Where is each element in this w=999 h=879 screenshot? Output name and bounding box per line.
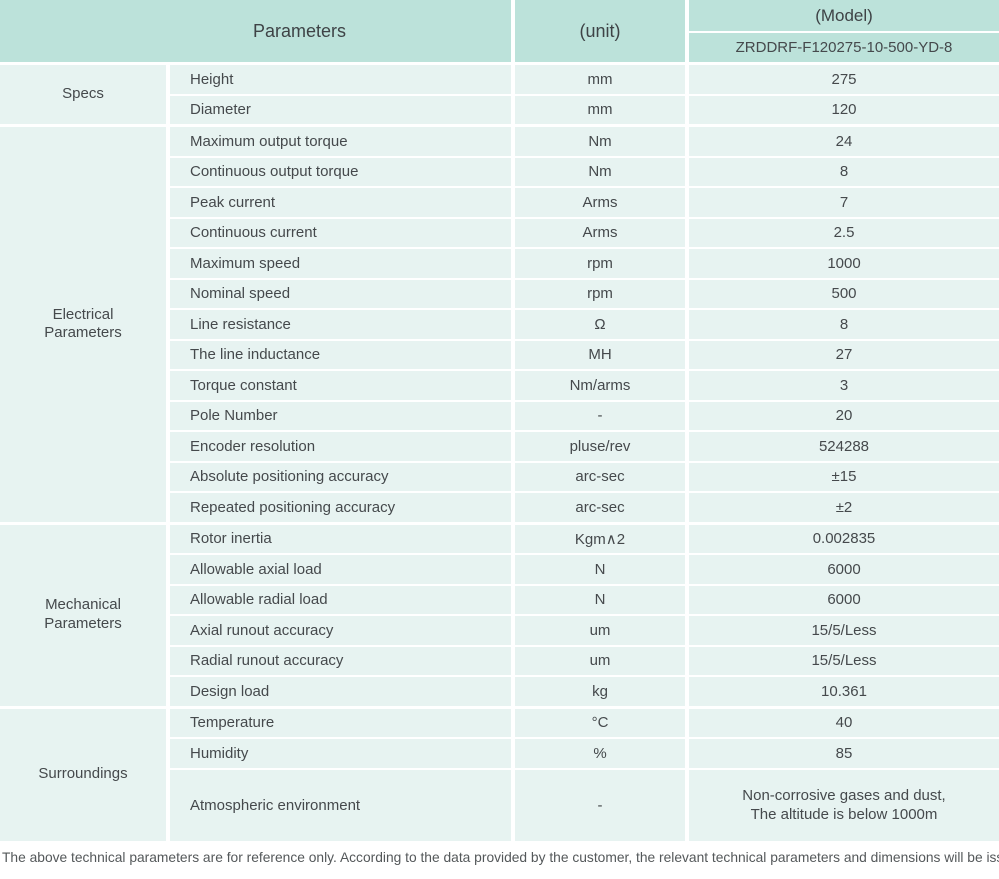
value-cell: 40 <box>689 708 999 737</box>
unit-cell: - <box>515 401 685 430</box>
unit-cell: N <box>515 555 685 584</box>
value-cell: 20 <box>689 401 999 430</box>
value-cell: 10.361 <box>689 677 999 706</box>
unit-cell: Kgm∧2 <box>515 524 685 553</box>
param-name-cell: Absolute positioning accuracy <box>170 462 511 491</box>
parameters-header-label: Parameters <box>252 20 347 41</box>
header-parameters-cell: Parameters <box>0 0 511 62</box>
unit-cell: um <box>515 646 685 675</box>
param-name-cell: Maximum speed <box>170 249 511 278</box>
unit-cell: Ω <box>515 310 685 339</box>
unit-cell: Arms <box>515 188 685 217</box>
param-name-cell: Nominal speed <box>170 279 511 308</box>
value-cell: Non-corrosive gases and dust, The altitu… <box>689 769 999 841</box>
param-name-cell: Continuous output torque <box>170 157 511 186</box>
model-number: ZRDDRF-F120275-10-500-YD-8 <box>689 33 999 62</box>
value-cell: 7 <box>689 188 999 217</box>
unit-cell: rpm <box>515 249 685 278</box>
value-cell: 1000 <box>689 249 999 278</box>
unit-cell: arc-sec <box>515 462 685 491</box>
unit-cell: MH <box>515 340 685 369</box>
unit-cell: Arms <box>515 218 685 247</box>
table-body: Specs Height mm 275 Diameter mm 120 Elec… <box>0 65 999 841</box>
param-name-cell: Repeated positioning accuracy <box>170 493 511 522</box>
unit-cell: kg <box>515 677 685 706</box>
value-cell: 524288 <box>689 432 999 461</box>
value-cell: ±2 <box>689 493 999 522</box>
param-name-cell: Radial runout accuracy <box>170 646 511 675</box>
unit-cell: N <box>515 585 685 614</box>
param-group: Surroundings Temperature °C 40 Humidity … <box>0 708 999 841</box>
value-cell: 8 <box>689 157 999 186</box>
header-model-cell: (Model) ZRDDRF-F120275-10-500-YD-8 <box>689 0 999 62</box>
value-cell: 24 <box>689 127 999 156</box>
unit-header-label: (unit) <box>579 20 621 41</box>
unit-cell: um <box>515 616 685 645</box>
value-cell: 85 <box>689 739 999 768</box>
group-label: Specs <box>0 65 166 124</box>
model-header-label: (Model) <box>689 0 999 31</box>
param-name-cell: Torque constant <box>170 371 511 400</box>
unit-cell: % <box>515 739 685 768</box>
value-cell: 8 <box>689 310 999 339</box>
footer-note: The above technical parameters are for r… <box>2 849 999 865</box>
param-name-cell: Rotor inertia <box>170 524 511 553</box>
unit-cell: Nm/arms <box>515 371 685 400</box>
value-cell: 15/5/Less <box>689 616 999 645</box>
param-name-cell: Temperature <box>170 708 511 737</box>
param-name-cell: Diameter <box>170 95 511 124</box>
unit-cell: - <box>515 769 685 841</box>
value-cell: 500 <box>689 279 999 308</box>
unit-cell: °C <box>515 708 685 737</box>
param-group: Electrical Parameters Maximum output tor… <box>0 127 999 522</box>
group-label: Surroundings <box>0 708 166 841</box>
param-name-cell: Maximum output torque <box>170 127 511 156</box>
value-cell: 6000 <box>689 555 999 584</box>
unit-cell: mm <box>515 65 685 94</box>
param-name-cell: Allowable axial load <box>170 555 511 584</box>
value-cell: 6000 <box>689 585 999 614</box>
param-name-cell: Atmospheric environment <box>170 769 511 841</box>
group-label: Mechanical Parameters <box>0 524 166 706</box>
param-name-cell: Height <box>170 65 511 94</box>
param-name-cell: Pole Number <box>170 401 511 430</box>
unit-cell: pluse/rev <box>515 432 685 461</box>
value-cell: 27 <box>689 340 999 369</box>
value-cell: 2.5 <box>689 218 999 247</box>
value-cell: 15/5/Less <box>689 646 999 675</box>
unit-cell: arc-sec <box>515 493 685 522</box>
param-name-cell: Allowable radial load <box>170 585 511 614</box>
param-name-cell: Design load <box>170 677 511 706</box>
group-label: Electrical Parameters <box>0 127 166 522</box>
param-name-cell: Peak current <box>170 188 511 217</box>
table-header: Parameters (unit) (Model) ZRDDRF-F120275… <box>0 0 999 62</box>
param-name-cell: Encoder resolution <box>170 432 511 461</box>
unit-cell: Nm <box>515 157 685 186</box>
param-group: Specs Height mm 275 Diameter mm 120 <box>0 65 999 124</box>
value-cell: 120 <box>689 95 999 124</box>
param-name-cell: The line inductance <box>170 340 511 369</box>
value-cell: ±15 <box>689 462 999 491</box>
unit-cell: Nm <box>515 127 685 156</box>
param-group: Mechanical Parameters Rotor inertia Kgm∧… <box>0 524 999 706</box>
unit-cell: rpm <box>515 279 685 308</box>
param-name-cell: Humidity <box>170 739 511 768</box>
param-name-cell: Line resistance <box>170 310 511 339</box>
unit-cell: mm <box>515 95 685 124</box>
param-name-cell: Continuous current <box>170 218 511 247</box>
param-name-cell: Axial runout accuracy <box>170 616 511 645</box>
value-cell: 3 <box>689 371 999 400</box>
header-unit-cell: (unit) <box>515 0 685 62</box>
value-cell: 275 <box>689 65 999 94</box>
value-cell: 0.002835 <box>689 524 999 553</box>
